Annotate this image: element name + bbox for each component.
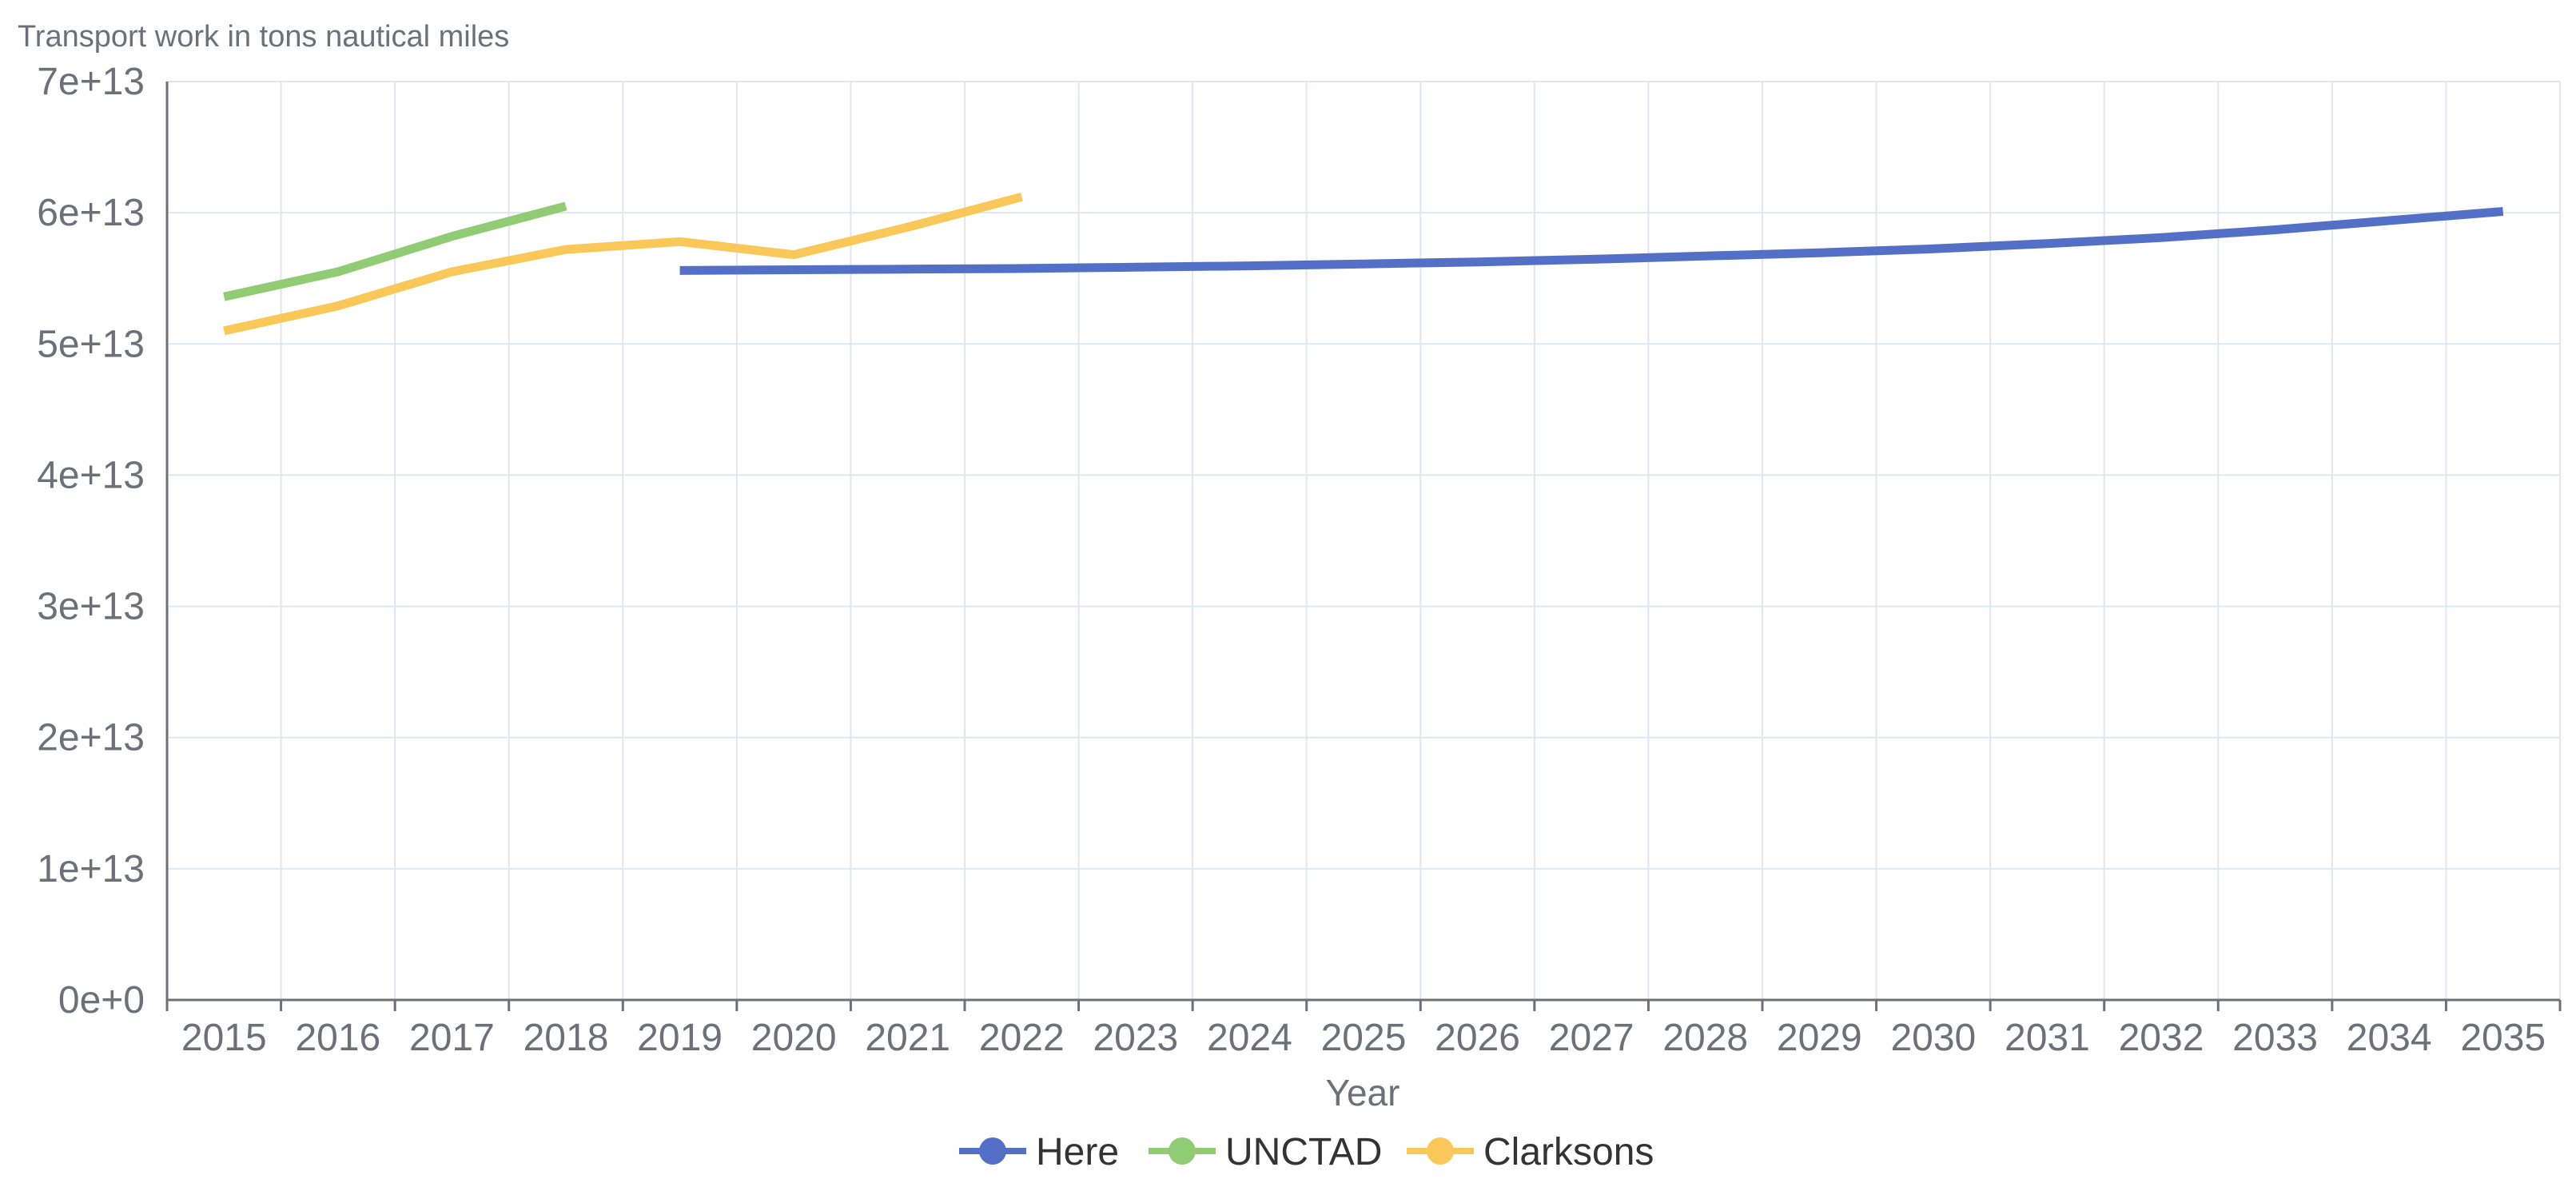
x-tick-label: 2026 (1435, 1017, 1520, 1059)
legend-marker (1169, 1137, 1196, 1165)
x-tick-label: 2032 (2119, 1017, 2204, 1059)
y-tick-label: 4e+13 (37, 454, 145, 496)
series-line-clarksons (223, 193, 1023, 336)
series-line-here (679, 207, 2504, 275)
x-tick-label: 2021 (865, 1017, 950, 1059)
legend-marker (1427, 1137, 1454, 1165)
legend[interactable]: Here UNCTAD Clarksons (959, 1131, 1654, 1173)
x-tick-label: 2030 (1890, 1017, 1976, 1059)
x-axis-title: Year (1326, 1072, 1400, 1113)
series-line-unctad (223, 201, 567, 301)
x-tick-label: 2028 (1662, 1017, 1748, 1059)
x-tick-label: 2016 (295, 1017, 380, 1059)
y-tick-label: 3e+13 (37, 586, 145, 628)
x-tick-label: 2027 (1549, 1017, 1634, 1059)
axes (165, 82, 2562, 1011)
y-tick-label: 1e+13 (37, 848, 145, 890)
x-tick-label: 2029 (1777, 1017, 1862, 1059)
x-tick-label: 2031 (2005, 1017, 2090, 1059)
legend-item-here[interactable]: Here (959, 1131, 1119, 1173)
legend-label: Clarksons (1483, 1131, 1654, 1173)
y-tick-label: 7e+13 (37, 61, 145, 103)
x-tick-label: 2025 (1321, 1017, 1407, 1059)
y-tick-label: 0e+0 (58, 979, 145, 1022)
x-tick-label: 2034 (2347, 1017, 2432, 1059)
grid (167, 81, 2561, 1000)
x-tick-label: 2024 (1207, 1017, 1292, 1059)
y-axis-title: Transport work in tons nautical miles (18, 20, 509, 54)
y-axis-ticks: 0e+0 1e+13 2e+13 3e+13 4e+13 5e+13 6e+13 7e+13 (37, 61, 145, 1022)
y-tick-label: 6e+13 (37, 192, 145, 234)
x-tick-label: 2023 (1093, 1017, 1178, 1059)
x-tick-label: 2017 (409, 1017, 495, 1059)
x-tick-label: 2033 (2232, 1017, 2318, 1059)
legend-item-unctad[interactable]: UNCTAD (1149, 1131, 1382, 1173)
x-tick-label: 2015 (181, 1017, 267, 1059)
x-tick-label: 2035 (2460, 1017, 2546, 1059)
legend-label: Here (1036, 1131, 1119, 1173)
x-tick-label: 2020 (751, 1017, 837, 1059)
legend-label: UNCTAD (1225, 1131, 1382, 1173)
y-tick-label: 2e+13 (37, 717, 145, 759)
legend-marker (979, 1137, 1006, 1165)
x-axis-ticks: 2015 2016 2017 2018 2019 2020 2021 2022 2023 2024… (181, 1017, 2546, 1059)
legend-item-clarksons[interactable]: Clarksons (1407, 1131, 1654, 1173)
x-tick-label: 2022 (979, 1017, 1065, 1059)
x-tick-label: 2019 (637, 1017, 723, 1059)
series-lines (223, 193, 2504, 336)
x-tick-label: 2018 (524, 1017, 609, 1059)
y-tick-label: 5e+13 (37, 323, 145, 365)
